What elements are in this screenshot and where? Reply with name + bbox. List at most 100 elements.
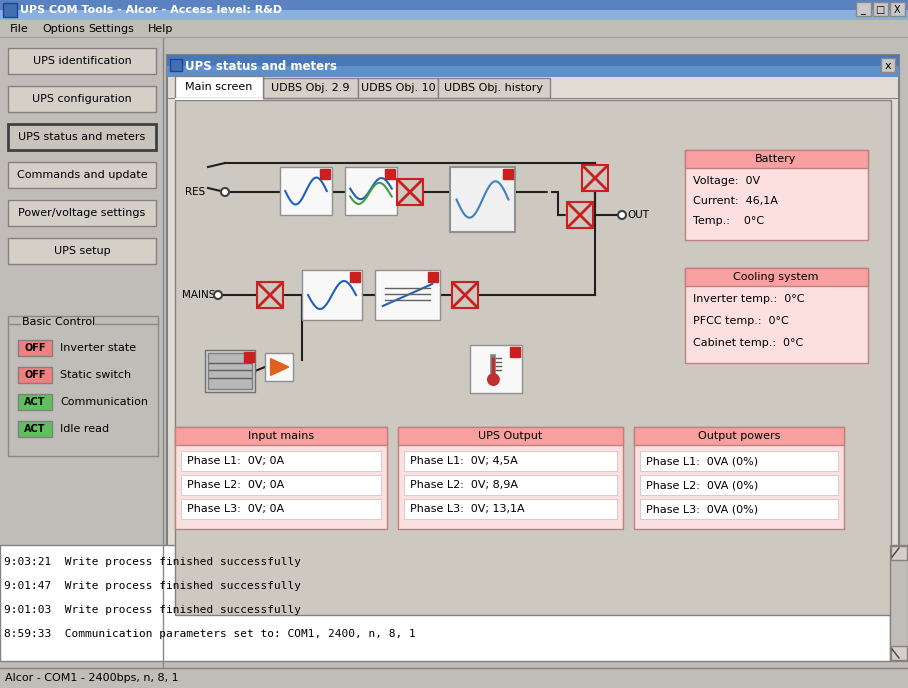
Bar: [168, 98, 898, 99]
Text: MAINS: MAINS: [182, 290, 215, 300]
Text: Output powers: Output powers: [698, 431, 780, 441]
Text: ACT: ACT: [25, 397, 45, 407]
Text: Phase L2:  0VA (0%): Phase L2: 0VA (0%): [646, 480, 758, 490]
Text: Communication: Communication: [60, 397, 148, 407]
Bar: [398, 427, 623, 529]
Bar: [873, 2, 888, 16]
Bar: [167, 55, 899, 77]
Bar: [510, 347, 520, 357]
Text: 9:01:03  Write process finished successfully: 9:01:03 Write process finished successfu…: [4, 605, 301, 615]
Text: UPS identification: UPS identification: [33, 56, 132, 66]
Text: PFCC temp.:  0°C: PFCC temp.: 0°C: [693, 316, 789, 326]
Bar: [398, 427, 623, 445]
Bar: [302, 270, 362, 320]
Bar: [181, 499, 381, 519]
Text: Alcor - COM1 - 2400bps, n, 8, 1: Alcor - COM1 - 2400bps, n, 8, 1: [5, 673, 179, 683]
Text: Main screen: Main screen: [185, 82, 252, 92]
Bar: [881, 58, 895, 72]
Bar: [175, 427, 387, 529]
Bar: [0, 545, 890, 661]
Bar: [404, 475, 617, 495]
Bar: [205, 350, 255, 392]
Bar: [170, 59, 182, 71]
Text: _: _: [861, 5, 865, 15]
Text: Temp.:    0°C: Temp.: 0°C: [693, 216, 765, 226]
Text: File: File: [10, 24, 29, 34]
Bar: [244, 352, 254, 362]
Bar: [8, 48, 156, 74]
Text: RES: RES: [185, 187, 205, 197]
Bar: [685, 150, 868, 240]
Bar: [404, 499, 617, 519]
Text: Options: Options: [42, 24, 84, 34]
Text: 9:03:21  Write process finished successfully: 9:03:21 Write process finished successfu…: [4, 557, 301, 567]
Bar: [350, 272, 360, 282]
Text: Idle read: Idle read: [60, 424, 109, 434]
Text: UPS status and meters: UPS status and meters: [185, 59, 337, 72]
Bar: [891, 646, 907, 660]
Text: Phase L1:  0V; 4,5A: Phase L1: 0V; 4,5A: [410, 456, 518, 466]
Bar: [8, 238, 156, 264]
Text: Phase L2:  0V; 8,9A: Phase L2: 0V; 8,9A: [410, 480, 518, 490]
Text: Inverter state: Inverter state: [60, 343, 136, 353]
Text: UPS setup: UPS setup: [54, 246, 110, 256]
Text: Phase L3:  0VA (0%): Phase L3: 0VA (0%): [646, 504, 758, 514]
Text: X: X: [893, 5, 901, 15]
Text: Battery: Battery: [755, 154, 796, 164]
Text: UDBS Obj. history: UDBS Obj. history: [445, 83, 544, 93]
Bar: [385, 169, 395, 179]
Bar: [208, 353, 252, 389]
Text: Cabinet temp.:  0°C: Cabinet temp.: 0°C: [693, 338, 804, 348]
Text: Phase L3:  0V; 13,1A: Phase L3: 0V; 13,1A: [410, 504, 525, 514]
Bar: [8, 86, 156, 112]
Bar: [404, 451, 617, 471]
Bar: [345, 167, 397, 215]
Bar: [438, 78, 550, 98]
Bar: [18, 367, 52, 383]
Bar: [685, 268, 868, 286]
Text: 9:01:47  Write process finished successfully: 9:01:47 Write process finished successfu…: [4, 581, 301, 591]
Bar: [8, 124, 156, 150]
Bar: [175, 76, 263, 98]
Text: Inverter temp.:  0°C: Inverter temp.: 0°C: [693, 294, 804, 304]
Bar: [358, 78, 438, 98]
Text: Voltage:  0V: Voltage: 0V: [693, 176, 760, 186]
Bar: [265, 353, 293, 381]
Bar: [890, 545, 908, 661]
Bar: [452, 282, 478, 308]
Text: Cooling system: Cooling system: [734, 272, 819, 282]
Bar: [18, 340, 52, 356]
Text: UDBS Obj. 2.9: UDBS Obj. 2.9: [271, 83, 350, 93]
Text: OFF: OFF: [25, 370, 45, 380]
Text: Phase L2:  0V; 0A: Phase L2: 0V; 0A: [187, 480, 284, 490]
Bar: [640, 499, 838, 519]
Circle shape: [618, 211, 626, 219]
Bar: [263, 78, 358, 98]
Text: Current:  46,1A: Current: 46,1A: [693, 196, 778, 206]
Bar: [280, 167, 332, 215]
Text: Help: Help: [148, 24, 173, 34]
Bar: [8, 200, 156, 226]
Text: Power/voltage settings: Power/voltage settings: [18, 208, 145, 218]
Bar: [470, 345, 522, 393]
Bar: [428, 272, 438, 282]
Bar: [181, 475, 381, 495]
Text: UDBS Obj. 10: UDBS Obj. 10: [360, 83, 435, 93]
Circle shape: [488, 374, 499, 385]
Text: 8:59:33  Communication parameters set to: COM1, 2400, n, 8, 1: 8:59:33 Communication parameters set to:…: [4, 629, 416, 639]
Bar: [320, 169, 330, 179]
Text: Phase L3:  0V; 0A: Phase L3: 0V; 0A: [187, 504, 284, 514]
Bar: [181, 451, 381, 471]
Polygon shape: [271, 358, 289, 376]
Bar: [167, 55, 899, 66]
Bar: [175, 100, 891, 615]
Text: OUT: OUT: [627, 210, 649, 220]
Text: ACT: ACT: [25, 424, 45, 434]
Bar: [0, 668, 908, 688]
Bar: [685, 150, 868, 168]
Text: Basic Control: Basic Control: [22, 317, 95, 327]
Bar: [3, 3, 17, 17]
Bar: [175, 427, 387, 445]
Bar: [567, 202, 593, 228]
Text: Phase L1:  0VA (0%): Phase L1: 0VA (0%): [646, 456, 758, 466]
